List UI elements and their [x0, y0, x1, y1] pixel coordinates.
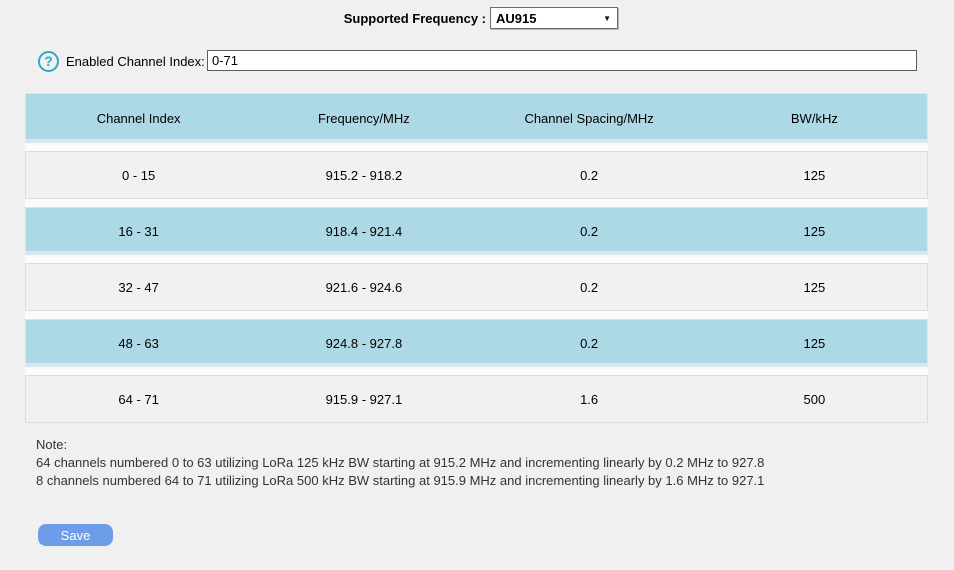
cell-channel-index: 32 - 47 — [118, 279, 159, 295]
cell-spacing: 1.6 — [580, 391, 599, 407]
column-header-spacing: Channel Spacing/MHz — [524, 110, 654, 126]
enabled-channel-input[interactable] — [207, 50, 917, 71]
help-icon[interactable]: ? — [38, 51, 59, 72]
note-line: 8 channels numbered 64 to 71 utilizing L… — [36, 473, 765, 488]
cell-spacing: 0.2 — [580, 335, 599, 351]
table-header-row: Channel Index Frequency/MHz Channel Spac… — [25, 93, 928, 143]
cell-bw: 125 — [803, 279, 826, 295]
cell-frequency: 918.4 - 921.4 — [325, 223, 403, 239]
frequency-select-value: AU915 — [496, 10, 537, 26]
chevron-down-icon: ▼ — [603, 13, 611, 23]
cell-channel-index: 0 - 15 — [122, 167, 156, 183]
cell-channel-index: 16 - 31 — [118, 223, 159, 239]
cell-bw: 125 — [803, 223, 826, 239]
table-row: 48 - 63 924.8 - 927.8 0.2 125 — [25, 319, 928, 367]
table-row: 64 - 71 915.9 - 927.1 1.6 500 — [25, 375, 928, 423]
cell-frequency: 915.9 - 927.1 — [325, 391, 403, 407]
save-button[interactable]: Save — [38, 524, 113, 546]
cell-spacing: 0.2 — [580, 167, 599, 183]
table-row: 32 - 47 921.6 - 924.6 0.2 125 — [25, 263, 928, 311]
table-row: 16 - 31 918.4 - 921.4 0.2 125 — [25, 207, 928, 255]
cell-frequency: 915.2 - 918.2 — [325, 167, 403, 183]
cell-bw: 125 — [803, 335, 826, 351]
channel-table: Channel Index Frequency/MHz Channel Spac… — [25, 93, 928, 423]
column-header-channel-index: Channel Index — [96, 110, 181, 126]
cell-spacing: 0.2 — [580, 223, 599, 239]
cell-channel-index: 64 - 71 — [118, 391, 159, 407]
cell-frequency: 924.8 - 927.8 — [325, 335, 403, 351]
cell-frequency: 921.6 - 924.6 — [325, 279, 403, 295]
enabled-channel-label: Enabled Channel Index: — [66, 54, 205, 69]
note-block: Note: 64 channels numbered 0 to 63 utili… — [36, 436, 764, 490]
column-header-frequency: Frequency/MHz — [318, 110, 410, 126]
frequency-select[interactable]: AU915 ▼ — [490, 7, 618, 29]
cell-bw: 125 — [803, 167, 826, 183]
note-title: Note: — [36, 437, 68, 452]
cell-channel-index: 48 - 63 — [118, 335, 159, 351]
note-line: 64 channels numbered 0 to 63 utilizing L… — [36, 455, 765, 470]
table-row: 0 - 15 915.2 - 918.2 0.2 125 — [25, 151, 928, 199]
cell-spacing: 0.2 — [580, 279, 599, 295]
cell-bw: 500 — [803, 391, 826, 407]
column-header-bw: BW/kHz — [790, 110, 838, 126]
supported-frequency-label: Supported Frequency : — [343, 11, 486, 26]
